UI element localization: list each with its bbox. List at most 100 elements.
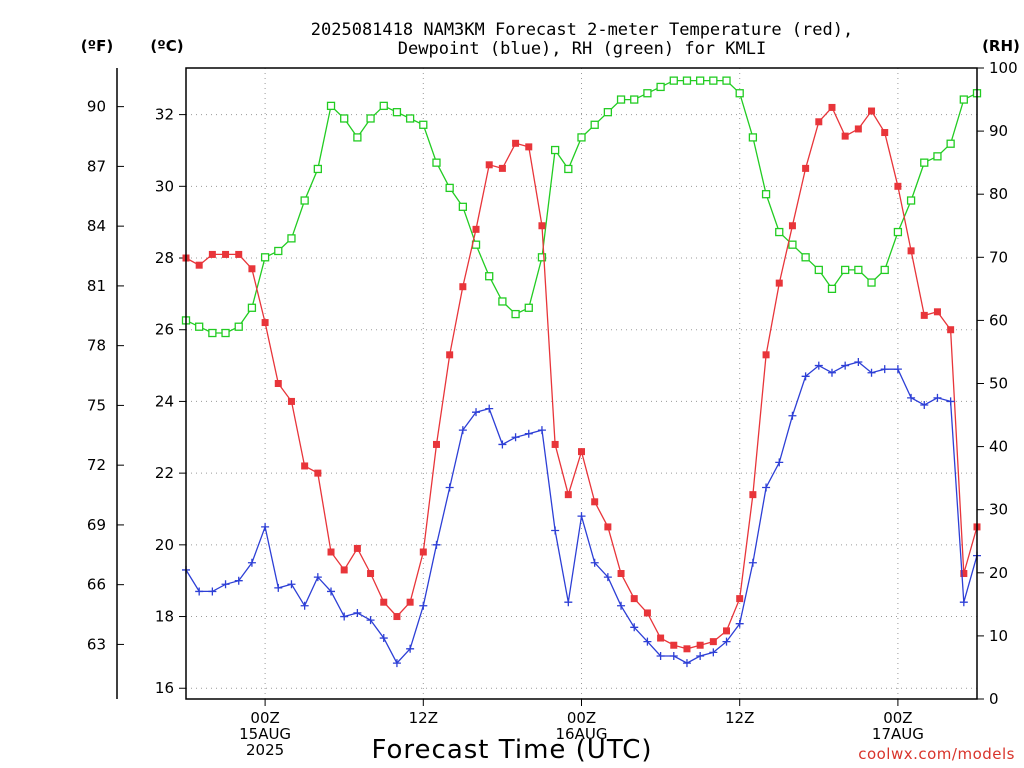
dewpoint-point bbox=[353, 608, 362, 617]
dewpoint-point bbox=[432, 540, 441, 549]
temperature-point bbox=[802, 164, 810, 172]
dewpoint-point bbox=[406, 644, 415, 653]
temperature-point bbox=[591, 498, 599, 506]
rh-point bbox=[524, 303, 533, 312]
rh-tick-label: 20 bbox=[989, 564, 1008, 582]
dewpoint-series bbox=[182, 357, 981, 668]
dewpoint-point bbox=[788, 411, 797, 420]
dewpoint-point bbox=[959, 598, 968, 607]
dewpoint-point bbox=[247, 558, 256, 567]
temperature-point bbox=[604, 523, 612, 531]
dewpoint-point bbox=[221, 580, 230, 589]
rh-point bbox=[920, 158, 929, 167]
rh-point bbox=[669, 76, 678, 85]
dewpoint-point bbox=[656, 651, 665, 660]
dewpoint-point bbox=[617, 601, 626, 610]
rh-point bbox=[577, 133, 586, 142]
temperature-point bbox=[696, 641, 704, 649]
rh-point bbox=[616, 95, 626, 104]
temperature-point bbox=[617, 570, 625, 578]
dewpoint-point bbox=[485, 404, 494, 413]
dewpoint-point bbox=[577, 512, 586, 521]
rh-point bbox=[867, 278, 876, 287]
rh-point bbox=[353, 133, 362, 142]
rh-point bbox=[221, 328, 230, 338]
chart-title-line2: Dewpoint (blue), RH (green) for KMLI bbox=[398, 39, 766, 59]
temperature-point bbox=[788, 222, 796, 230]
x-axis-title: Forecast Time (UTC) bbox=[371, 735, 652, 765]
dewpoint-point bbox=[722, 637, 731, 646]
temperature-point bbox=[723, 627, 731, 635]
rh-point bbox=[643, 89, 652, 98]
temperature-point bbox=[749, 491, 757, 499]
dewpoint-point bbox=[261, 522, 270, 531]
dewpoint-point bbox=[696, 651, 705, 660]
dewpoint-point bbox=[234, 576, 243, 585]
rh-point bbox=[405, 114, 415, 123]
temperature-point bbox=[815, 118, 823, 126]
rh-point bbox=[247, 303, 257, 312]
temperature-point bbox=[828, 103, 836, 111]
rh-tick-label: 60 bbox=[989, 311, 1008, 329]
fahrenheit-tick-label: 84 bbox=[87, 217, 106, 235]
rh-point bbox=[696, 76, 705, 85]
dewpoint-point bbox=[735, 619, 744, 628]
temperature-point bbox=[868, 107, 876, 115]
temperature-point bbox=[643, 609, 651, 617]
dewpoint-point bbox=[445, 483, 454, 492]
fahrenheit-tick-label: 81 bbox=[87, 277, 106, 295]
celsius-tick-label: 20 bbox=[155, 536, 174, 554]
dewpoint-point bbox=[893, 365, 902, 374]
temperature-point bbox=[670, 641, 678, 649]
dewpoint-point bbox=[854, 357, 863, 366]
temperature-point bbox=[287, 397, 295, 405]
dewpoint-point bbox=[327, 587, 336, 596]
rh-point bbox=[775, 227, 784, 237]
fahrenheit-axis: 63 66 69 72 75 78 81 84 87 90 bbox=[87, 68, 124, 699]
rh-point bbox=[432, 158, 441, 167]
dewpoint-point bbox=[392, 659, 401, 668]
temperature-point bbox=[195, 261, 203, 269]
celsius-tick-label: 28 bbox=[155, 249, 174, 267]
dewpoint-point bbox=[300, 601, 309, 610]
rh-point bbox=[722, 76, 731, 85]
rh-tick-label: 50 bbox=[989, 375, 1008, 393]
rh-point bbox=[682, 76, 692, 85]
rh-point bbox=[366, 114, 375, 123]
dewpoint-point bbox=[775, 458, 784, 467]
rh-point bbox=[761, 190, 771, 199]
dewpoint-point bbox=[682, 659, 691, 668]
dewpoint-point bbox=[524, 429, 533, 438]
celsius-tick-label: 30 bbox=[155, 177, 174, 195]
dewpoint-point bbox=[511, 433, 520, 442]
rh-point bbox=[208, 328, 217, 338]
rh-point bbox=[801, 253, 810, 262]
rh-point bbox=[419, 120, 428, 129]
time-tick-label: 15AUG bbox=[239, 725, 291, 743]
rh-point bbox=[260, 253, 270, 262]
rh-point bbox=[313, 164, 322, 174]
temperature-point bbox=[393, 613, 401, 621]
temperature-point bbox=[762, 351, 770, 359]
dewpoint-point bbox=[340, 612, 349, 621]
time-tick-label: 12Z bbox=[409, 709, 438, 727]
fahrenheit-tick-label: 78 bbox=[87, 337, 106, 355]
rh-point bbox=[485, 272, 494, 281]
rh-point bbox=[893, 227, 903, 237]
dewpoint-point bbox=[287, 580, 296, 589]
temperature-point bbox=[933, 308, 941, 316]
time-tick-label: 17AUG bbox=[872, 725, 924, 743]
rh-unit-label: (RH) bbox=[982, 37, 1020, 55]
temperature-point bbox=[578, 448, 585, 456]
temperature-point bbox=[314, 469, 322, 477]
temperature-point bbox=[419, 548, 427, 556]
fahrenheit-tick-label: 87 bbox=[87, 157, 106, 175]
temperature-point bbox=[327, 548, 335, 556]
temperature-point bbox=[841, 132, 849, 140]
temperature-point bbox=[907, 247, 915, 255]
temperature-point bbox=[274, 380, 282, 387]
time-tick-label: 16AUG bbox=[556, 725, 608, 743]
celsius-unit-label: (ºC) bbox=[150, 37, 183, 55]
celsius-tick-label: 16 bbox=[155, 679, 174, 697]
